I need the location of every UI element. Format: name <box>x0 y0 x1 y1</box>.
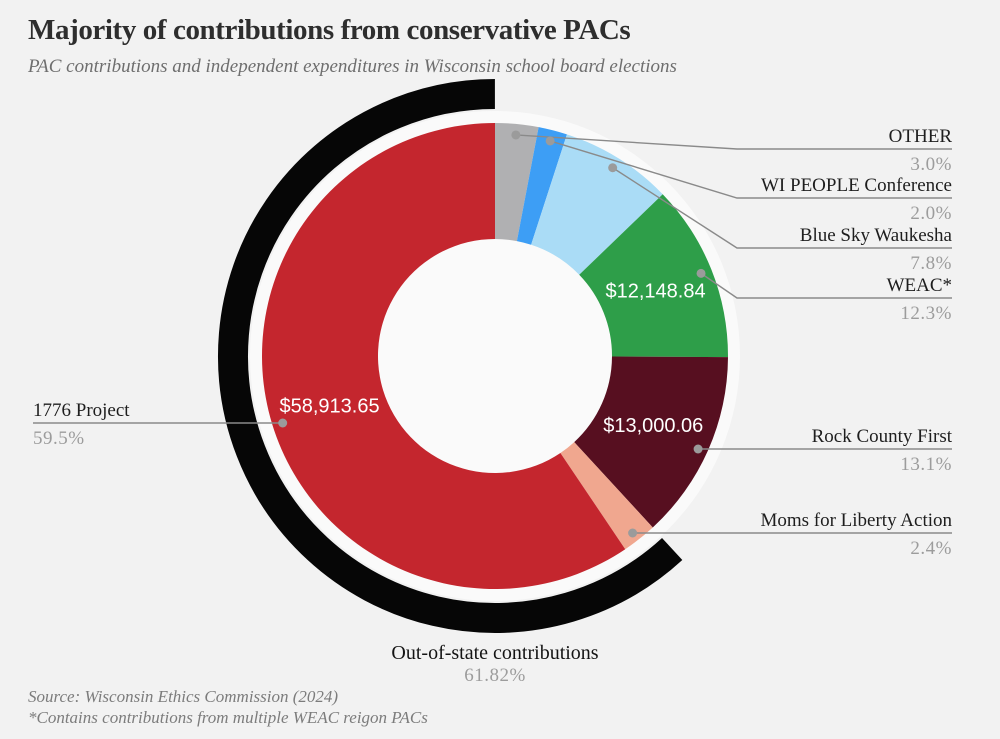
value-label-rock-county-first: $13,000.06 <box>603 415 703 437</box>
source-text: Source: Wisconsin Ethics Commission (202… <box>28 687 339 706</box>
value-label-weac: $12,148.84 <box>606 281 706 303</box>
slice-pct: 7.8% <box>910 253 952 274</box>
out-of-state-label: Out-of-state contributions 61.82% <box>0 642 990 686</box>
slice-name: Rock County First <box>811 426 952 447</box>
leader-dot-blue-sky-waukesha <box>608 163 618 173</box>
slice-label-1776-project: 1776 Project 59.5% <box>33 399 130 450</box>
leader-line-wi-people-conference <box>549 140 952 199</box>
slice-label-blue-sky-waukesha: Blue Sky Waukesha 7.8% <box>800 224 952 275</box>
slice-moms-for-liberty-action[interactable] <box>560 442 653 550</box>
page-subtitle: PAC contributions and independent expend… <box>28 56 677 77</box>
slice-name: Blue Sky Waukesha <box>799 225 952 246</box>
slice-label-weac: WEAC* 12.3% <box>887 274 952 325</box>
slice-1776-project[interactable] <box>261 123 626 590</box>
leader-line-weac <box>700 272 952 299</box>
slice-name: WEAC* <box>886 275 952 296</box>
slice-rock-county-first[interactable] <box>574 356 728 528</box>
slice-pct: 3.0% <box>910 154 952 175</box>
out-of-state-pct: 61.82% <box>464 665 526 686</box>
slice-pct: 2.4% <box>910 538 952 559</box>
slice-name: OTHER <box>888 126 952 147</box>
slice-label-moms-for-liberty-action: Moms for Liberty Action 2.4% <box>760 509 952 560</box>
slice-blue-sky-waukesha[interactable] <box>531 134 663 275</box>
slice-pct: 13.1% <box>900 454 952 475</box>
leader-dot-1776-project <box>278 418 288 428</box>
leader-dot-wi-people-conference <box>545 136 555 146</box>
leader-dot-weac <box>696 268 706 278</box>
slice-pct: 59.5% <box>33 428 85 449</box>
leader-dot-moms-for-liberty-action <box>628 528 638 538</box>
value-label-1776-project: $58,913.65 <box>279 396 379 418</box>
slice-name: Moms for Liberty Action <box>760 510 952 531</box>
slice-name: 1776 Project <box>33 400 130 421</box>
slice-label-other: OTHER 3.0% <box>889 125 952 176</box>
slice-wi-people-conference[interactable] <box>516 127 567 245</box>
leader-dot-rock-county-first <box>693 444 703 454</box>
slice-label-wi-people-conference: WI PEOPLE Conference 2.0% <box>761 174 952 225</box>
footnote-text: *Contains contributions from multiple WE… <box>28 708 428 727</box>
leader-line-blue-sky-waukesha <box>612 167 952 249</box>
slice-weac[interactable] <box>579 194 729 358</box>
page-title: Majority of contributions from conservat… <box>28 14 631 46</box>
leader-line-other <box>515 134 952 150</box>
leader-dot-other <box>511 130 521 140</box>
slice-label-rock-county-first: Rock County First 13.1% <box>812 425 952 476</box>
slice-name: WI PEOPLE Conference <box>761 175 952 196</box>
out-of-state-name: Out-of-state contributions <box>391 642 599 664</box>
slice-pct: 2.0% <box>910 203 952 224</box>
slice-pct: 12.3% <box>900 303 952 324</box>
slice-other[interactable] <box>495 123 539 242</box>
out-of-state-arc <box>218 79 683 633</box>
